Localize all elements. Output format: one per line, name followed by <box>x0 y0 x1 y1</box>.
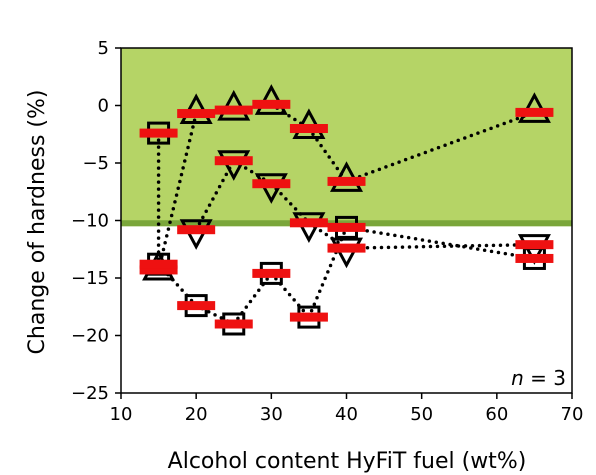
x-tick-label: 60 <box>485 404 508 425</box>
x-tick-label: 40 <box>335 404 358 425</box>
mean-bar <box>177 301 216 311</box>
y-tick-label: 0 <box>98 96 109 117</box>
x-tick-label: 70 <box>561 404 584 425</box>
y-tick-label: −5 <box>82 153 109 174</box>
shaded-region <box>121 48 572 227</box>
y-tick-label: −25 <box>71 383 109 404</box>
y-axis: 5 0 −5 −10 −15 −20 −25 <box>71 38 121 404</box>
connector-line <box>344 225 537 261</box>
x-tick-label: 10 <box>110 404 133 425</box>
sample-size-annotation: n = 3 <box>511 366 566 390</box>
mean-bar <box>289 312 328 322</box>
mean-bar <box>327 176 366 186</box>
mean-bar <box>515 253 554 263</box>
x-tick-label: 20 <box>185 404 208 425</box>
mean-bars <box>139 99 554 329</box>
x-axis-title: Alcohol content HyFiT fuel (wt%) <box>168 449 527 474</box>
y-tick-label: −20 <box>71 326 109 347</box>
mean-bar <box>252 268 291 278</box>
x-axis: 10 20 30 40 50 60 70 <box>110 393 584 425</box>
connector-line <box>344 242 537 250</box>
mean-bar <box>515 107 554 117</box>
connector-line <box>194 158 236 232</box>
mean-bar <box>177 225 216 235</box>
mean-bar <box>139 259 178 269</box>
mean-bar <box>214 105 253 115</box>
mean-bar <box>177 109 216 119</box>
mean-bar <box>289 218 328 228</box>
mean-bar <box>327 222 366 232</box>
y-tick-label: −10 <box>71 211 109 232</box>
mean-bar <box>515 240 554 250</box>
connector-line <box>232 271 274 326</box>
connector-line <box>269 271 311 319</box>
mean-bar <box>214 319 253 329</box>
mean-bar <box>252 179 291 189</box>
mean-bar <box>139 265 178 275</box>
y-axis-title: Change of hardness (%) <box>25 90 50 355</box>
mean-bar <box>252 99 291 109</box>
connector-line <box>307 225 349 319</box>
x-tick-label: 30 <box>260 404 283 425</box>
mean-bar <box>214 156 253 166</box>
connector-line <box>156 111 198 272</box>
mean-bar <box>289 124 328 133</box>
x-tick-label: 50 <box>410 404 433 425</box>
y-tick-label: 5 <box>98 38 109 59</box>
mean-bar <box>139 128 178 138</box>
connector-line <box>344 110 537 184</box>
connector-line <box>156 262 198 308</box>
y-tick-label: −15 <box>71 268 109 289</box>
mean-bar <box>327 243 366 253</box>
connector-line <box>269 181 311 225</box>
